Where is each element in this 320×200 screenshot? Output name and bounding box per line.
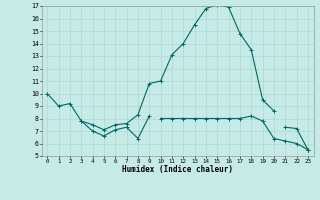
X-axis label: Humidex (Indice chaleur): Humidex (Indice chaleur) <box>122 165 233 174</box>
